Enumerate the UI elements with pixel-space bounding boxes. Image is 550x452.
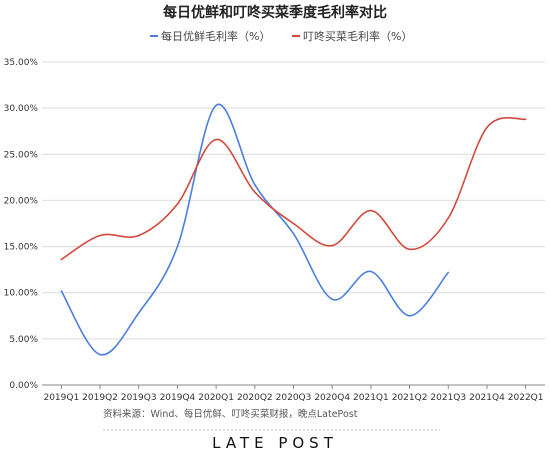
- x-tick-label: 2019Q2: [82, 393, 118, 403]
- data-point-1: [370, 209, 372, 212]
- data-point-0: [176, 245, 179, 248]
- data-point-1: [486, 126, 488, 129]
- data-point-1: [99, 234, 101, 237]
- legend: 每日优鲜毛利率（%） 叮咚买菜毛利率（%）: [150, 29, 412, 43]
- series-lines: [60, 103, 527, 356]
- data-point-0: [254, 183, 256, 186]
- data-point-1: [331, 244, 333, 247]
- series-line-1: [60, 116, 526, 261]
- x-tick-label: 2021Q2: [392, 393, 428, 403]
- data-point-1: [137, 234, 140, 237]
- x-tick-label: 2020Q2: [237, 393, 273, 403]
- y-tick-label: 10.00%: [4, 289, 39, 299]
- data-point-0: [408, 314, 411, 317]
- x-tick-label: 2020Q4: [314, 393, 350, 403]
- y-tick-label: 20.00%: [4, 196, 39, 206]
- brand-logo: LATE POST: [212, 434, 338, 452]
- x-axis: 2019Q1 2019Q2 2019Q3 2019Q4 2020Q1 2020Q2 2020…: [42, 384, 545, 403]
- x-tick-label: 2021Q4: [469, 393, 505, 403]
- chart-title: 每日优鲜和叮咚买菜季度毛利率对比: [163, 4, 387, 21]
- series-line-0: [60, 103, 449, 356]
- data-point-1: [254, 191, 256, 193]
- gridlines: [42, 61, 545, 340]
- data-point-0: [99, 353, 101, 356]
- y-tick-label: 35.00%: [4, 58, 39, 68]
- y-tick-label: 30.00%: [4, 104, 39, 114]
- x-tick-label: 2021Q1: [353, 393, 389, 403]
- data-point-1: [60, 258, 63, 261]
- data-point-0: [447, 271, 450, 274]
- data-point-1: [408, 248, 411, 251]
- data-point-0: [292, 232, 295, 235]
- data-point-1: [215, 138, 217, 141]
- data-point-1: [447, 217, 450, 219]
- y-tick-label: 0.00%: [9, 381, 38, 391]
- x-tick-label: 2020Q3: [276, 393, 312, 403]
- y-tick-label: 15.00%: [4, 243, 39, 253]
- source-note: 资料来源：Wind、每日优鲜、叮咚买菜财报，晚点LatePost: [103, 408, 358, 420]
- data-point-0: [370, 270, 372, 273]
- data-point-1: [292, 222, 295, 225]
- data-point-1: [176, 203, 179, 205]
- data-point-0: [215, 104, 217, 107]
- x-tick-label: 2019Q1: [43, 393, 79, 403]
- legend-label-0: 每日优鲜毛利率（%）: [161, 29, 270, 43]
- data-point-1: [524, 118, 527, 121]
- x-tick-label: 2020Q1: [198, 393, 234, 403]
- x-tick-label: 2019Q4: [160, 393, 196, 403]
- data-point-0: [60, 290, 63, 292]
- y-tick-label: 5.00%: [9, 335, 38, 345]
- y-tick-label: 25.00%: [4, 150, 39, 160]
- x-tick-label: 2022Q1: [508, 393, 544, 403]
- x-tick-label: 2021Q3: [430, 393, 466, 403]
- data-point-0: [137, 312, 140, 314]
- y-axis: 0.00% 5.00% 10.00% 15.00% 20.00% 25.00% 30.00%…: [4, 58, 39, 391]
- legend-label-1: 叮咚买菜毛利率（%）: [303, 29, 412, 43]
- x-tick-label: 2019Q3: [121, 393, 157, 403]
- data-point-0: [331, 298, 333, 300]
